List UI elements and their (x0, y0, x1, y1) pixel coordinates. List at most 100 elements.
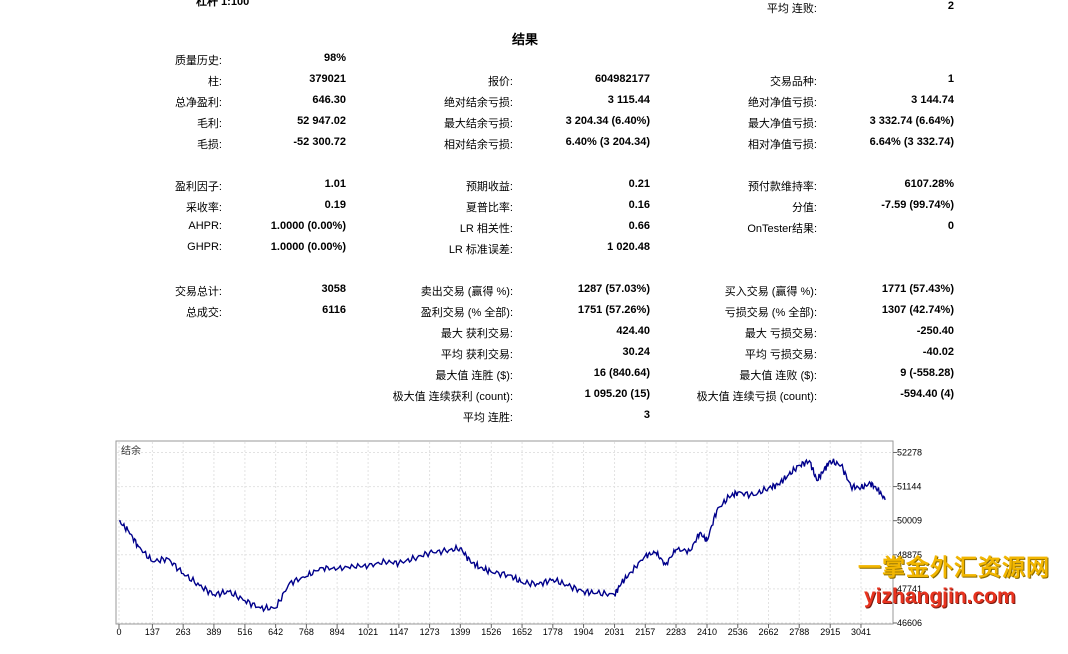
balance-series-line (118, 458, 886, 613)
stat-value: 379021 (309, 73, 346, 85)
stat-value: -250.40 (916, 325, 954, 337)
x-tick-label: 0 (116, 627, 121, 637)
y-axis: 46606 47741 48875 50009 51144 52278 (893, 447, 922, 628)
y-tick-label: 51144 (897, 482, 921, 492)
stat-label: 最大 获利交易: (440, 328, 513, 340)
x-tick-label: 2915 (820, 627, 840, 637)
stat-label: 绝对净值亏损: (747, 97, 817, 109)
x-tick-label: 1778 (543, 627, 563, 637)
stat-value: 424.40 (616, 325, 650, 337)
stat-label: LR 标准误差: (448, 244, 513, 256)
stat-value: 3058 (321, 283, 346, 295)
x-tick-label: 1399 (450, 627, 470, 637)
stat-label: OnTester结果: (747, 223, 817, 235)
stat-value: 2 (947, 0, 954, 12)
stat-value: 0 (947, 220, 954, 232)
stat-value: 6116 (322, 304, 346, 316)
x-tick-label: 1652 (512, 627, 532, 637)
stat-value: 30.24 (622, 346, 650, 358)
y-tick-label: 52278 (897, 447, 922, 457)
stat-label: 毛利: (196, 118, 222, 130)
y-tick-label: 47741 (897, 584, 922, 594)
stat-label: 最大值 连败 ($): (739, 370, 817, 382)
stat-label: 交易总计: (174, 286, 222, 298)
stat-label: 相对结余亏损: (443, 139, 513, 151)
stat-label: 最大结余亏损: (443, 118, 513, 130)
stat-label: 买入交易 (赢得 %): (724, 286, 817, 298)
stat-label: 极大值 连续亏损 (count): (696, 391, 817, 403)
stat-label: 柱: (207, 76, 222, 88)
stat-label: 交易品种: (769, 76, 817, 88)
stat-value: 1 (947, 73, 954, 85)
stat-label: 亏损交易 (% 全部): (724, 307, 817, 319)
x-axis: 0 137 263 389 516 642 768 894 1021 1147 1273 1399 15… (116, 624, 871, 637)
x-tick-label: 516 (237, 627, 252, 637)
stat-label: 总净盈利: (174, 97, 222, 109)
stat-value: -7.59 (99.74%) (881, 199, 954, 211)
stat-label: AHPR: (188, 220, 222, 232)
chart-frame (115, 440, 894, 625)
x-tick-label: 768 (299, 627, 314, 637)
stat-value: 1.0000 (0.00%) (270, 241, 346, 253)
stat-value: 1307 (42.74%) (881, 304, 954, 316)
stat-label: 盈利因子: (174, 181, 222, 193)
stat-value: 0.66 (628, 220, 650, 232)
stat-value: 6107.28% (904, 178, 954, 190)
stat-label: 预期收益: (465, 181, 513, 193)
stat-value: 0.16 (628, 199, 650, 211)
stat-value: 1751 (57.26%) (577, 304, 650, 316)
stat-label: 平均 连败: (766, 3, 817, 15)
y-tick-label: 48875 (897, 550, 922, 560)
x-tick-label: 2157 (635, 627, 655, 637)
stat-label: 总成交: (185, 307, 222, 319)
stat-value: 16 (840.64) (593, 367, 650, 379)
x-tick-label: 642 (268, 627, 283, 637)
balance-chart: 0 137 263 389 516 642 768 894 1021 1147 1273 1399 15… (115, 440, 922, 637)
stat-value: 6.40% (3 204.34) (565, 136, 650, 148)
stat-value: 3 115.44 (607, 94, 650, 106)
stat-label: 卖出交易 (赢得 %): (420, 286, 513, 298)
stat-value: 9 (-558.28) (900, 367, 954, 379)
x-tick-label: 263 (176, 627, 191, 637)
stat-value: 98% (323, 52, 346, 64)
stat-label: 绝对结余亏损: (443, 97, 513, 109)
x-tick-label: 2410 (697, 627, 717, 637)
stat-label: 最大净值亏损: (747, 118, 817, 130)
x-tick-label: 2662 (758, 627, 778, 637)
stat-value: 52 947.02 (297, 115, 346, 127)
x-tick-label: 2031 (605, 627, 625, 637)
stat-label: 平均 获利交易: (440, 349, 513, 361)
stat-label: 夏普比率: (465, 202, 513, 214)
x-tick-label: 1904 (574, 627, 594, 637)
watermark-logo-url: yizhangjin.com (864, 585, 1016, 608)
stat-value: -594.40 (4) (900, 388, 954, 400)
stat-value: 1.0000 (0.00%) (270, 220, 346, 232)
x-tick-label: 1273 (420, 627, 440, 637)
stat-label: GHPR: (187, 241, 222, 253)
stat-label: 平均 亏损交易: (744, 349, 817, 361)
stat-label: LR 相关性: (459, 223, 513, 235)
stat-value: 3 (643, 409, 650, 421)
x-tick-label: 389 (206, 627, 221, 637)
stat-label: 分值: (791, 202, 817, 214)
stat-label: 盈利交易 (% 全部): (420, 307, 513, 319)
stat-value: 3 332.74 (6.64%) (869, 115, 954, 127)
stat-value: -52 300.72 (293, 136, 346, 148)
stat-value: 3 204.34 (6.40%) (565, 115, 650, 127)
x-tick-label: 2283 (666, 627, 686, 637)
stat-label: 采收率: (185, 202, 222, 214)
y-tick-label: 50009 (897, 516, 922, 526)
results-title: 结果 (511, 32, 538, 47)
stat-value: 1 095.20 (15) (584, 388, 650, 400)
stat-label: 最大值 连胜 ($): (435, 370, 513, 382)
watermark-logo-text: 一掌金外汇资源网 (858, 554, 1050, 580)
stat-value: 1 020.48 (607, 241, 650, 253)
stat-value: 0.19 (324, 199, 346, 211)
stat-label: 质量历史: (174, 55, 222, 67)
x-tick-label: 3041 (851, 627, 871, 637)
stat-label: 极大值 连续获利 (count): (392, 391, 513, 403)
x-tick-label: 137 (145, 627, 160, 637)
stat-value: -40.02 (922, 346, 954, 358)
stat-label: 平均 连胜: (462, 412, 513, 424)
stat-value: 1287 (57.03%) (577, 283, 650, 295)
